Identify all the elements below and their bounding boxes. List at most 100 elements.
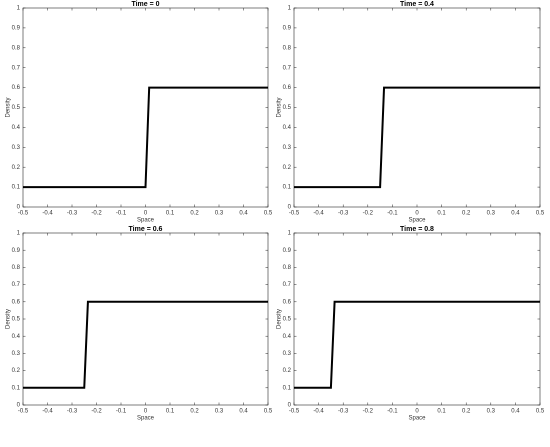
- y-tick-label: 0.9: [12, 25, 21, 31]
- line: [23, 300, 268, 389]
- y-tick-label: 0.2: [283, 165, 292, 171]
- x-tick-label: -0.2: [363, 211, 374, 217]
- y-tick-label: 0.3: [283, 145, 292, 151]
- y-tick-label: 0.6: [283, 85, 292, 91]
- y-axis-label: Density: [6, 309, 12, 329]
- x-tick-label: -0.3: [67, 211, 78, 217]
- chart-title: Time = 0.8: [400, 226, 434, 233]
- x-tick-label: -0.1: [116, 211, 127, 217]
- y-tick-label: 1: [17, 231, 21, 237]
- y-tick-label: 0.8: [12, 265, 21, 271]
- y-tick-label: 0.3: [12, 145, 21, 151]
- y-tick-label: 0.8: [12, 45, 21, 51]
- x-tick-label: 0.3: [215, 409, 224, 415]
- y-axis-label: Density: [277, 97, 283, 117]
- y-tick-label: 0.4: [12, 125, 21, 131]
- x-tick-label: -0.3: [338, 409, 349, 415]
- y-tick-label: 0: [17, 403, 21, 409]
- x-tick-label: -0.4: [42, 211, 53, 217]
- y-tick-label: 0.2: [283, 368, 292, 374]
- axes-box: [293, 7, 541, 208]
- y-tick-label: 0.2: [12, 368, 21, 374]
- y-tick-label: 0.5: [283, 317, 292, 323]
- y-tick-label: 0.9: [283, 25, 292, 31]
- x-tick-label: -0.1: [116, 409, 127, 415]
- x-tick-label: -0.2: [363, 409, 374, 415]
- x-tick-label: 0: [415, 211, 419, 217]
- line: [23, 86, 268, 189]
- x-tick-label: 0.1: [437, 409, 446, 415]
- y-tick-label: 0.4: [283, 334, 292, 340]
- x-tick-label: 0.5: [536, 211, 545, 217]
- x-tick-label: -0.2: [91, 409, 102, 415]
- x-axis-label: Space: [408, 218, 426, 224]
- y-tick-label: 0.1: [283, 385, 292, 391]
- x-tick-label: -0.5: [289, 409, 300, 415]
- x-tick-label: -0.1: [387, 211, 398, 217]
- y-tick-label: 0.8: [283, 265, 292, 271]
- chart-title: Time = 0.6: [129, 226, 163, 233]
- y-tick-label: 0.4: [283, 125, 292, 131]
- x-tick-label: -0.5: [18, 409, 29, 415]
- x-tick-label: 0.4: [511, 211, 520, 217]
- y-axis-label: Density: [6, 97, 12, 117]
- y-tick-label: 0.1: [12, 385, 21, 391]
- y-axis-label: Density: [277, 309, 283, 329]
- y-tick-label: 0.5: [283, 105, 292, 111]
- x-tick-label: 0: [144, 211, 148, 217]
- axes-box: [22, 232, 269, 406]
- y-tick-label: 0.3: [12, 351, 21, 357]
- y-tick-label: 0.9: [283, 248, 292, 254]
- y-tick-label: 0.6: [283, 299, 292, 305]
- x-tick-label: -0.3: [67, 409, 78, 415]
- chart-title: Time = 0.4: [400, 1, 434, 8]
- x-tick-label: 0.4: [239, 211, 248, 217]
- x-tick-label: 0.3: [487, 409, 496, 415]
- y-tick-label: 0.7: [283, 65, 292, 71]
- x-tick-label: 0.5: [264, 409, 273, 415]
- y-tick-label: 0.5: [12, 105, 21, 111]
- y-tick-label: 0.3: [283, 351, 292, 357]
- y-tick-label: 0.8: [283, 45, 292, 51]
- y-tick-label: 0.7: [12, 282, 21, 288]
- x-tick-label: 0.4: [239, 409, 248, 415]
- x-axis-label: Space: [137, 218, 155, 224]
- x-tick-label: 0.2: [190, 409, 199, 415]
- y-tick-label: 0.4: [12, 334, 21, 340]
- y-tick-label: 0.6: [12, 299, 21, 305]
- y-tick-label: 0.6: [12, 85, 21, 91]
- x-tick-label: -0.1: [387, 409, 398, 415]
- x-tick-label: 0.1: [166, 409, 175, 415]
- x-tick-label: -0.3: [338, 211, 349, 217]
- y-tick-label: 1: [288, 231, 292, 237]
- y-tick-label: 0: [17, 205, 21, 211]
- x-tick-label: -0.2: [91, 211, 102, 217]
- x-tick-label: 0.1: [437, 211, 446, 217]
- x-tick-label: 0: [415, 409, 419, 415]
- x-tick-label: 0.5: [536, 409, 545, 415]
- y-tick-label: 0.2: [12, 165, 21, 171]
- y-tick-label: 1: [17, 6, 21, 12]
- x-tick-label: 0.2: [190, 211, 199, 217]
- x-tick-label: 0.3: [215, 211, 224, 217]
- x-tick-label: 0.4: [511, 409, 520, 415]
- x-tick-label: 0.5: [264, 211, 273, 217]
- x-axis-label: Space: [408, 416, 426, 422]
- line: [294, 86, 540, 189]
- y-tick-label: 0.9: [12, 248, 21, 254]
- x-tick-label: 0.2: [462, 409, 471, 415]
- y-tick-label: 0.7: [283, 282, 292, 288]
- line: [294, 300, 540, 389]
- y-tick-label: 1: [288, 6, 292, 12]
- x-tick-label: 0.3: [487, 211, 496, 217]
- x-tick-label: -0.4: [313, 409, 324, 415]
- x-tick-label: -0.4: [42, 409, 53, 415]
- chart-title: Time = 0: [131, 1, 159, 8]
- y-tick-label: 0: [288, 403, 292, 409]
- y-tick-label: 0.1: [12, 185, 21, 191]
- x-tick-label: 0.2: [462, 211, 471, 217]
- y-tick-label: 0.5: [12, 317, 21, 323]
- y-tick-label: 0.7: [12, 65, 21, 71]
- x-tick-label: -0.5: [289, 211, 300, 217]
